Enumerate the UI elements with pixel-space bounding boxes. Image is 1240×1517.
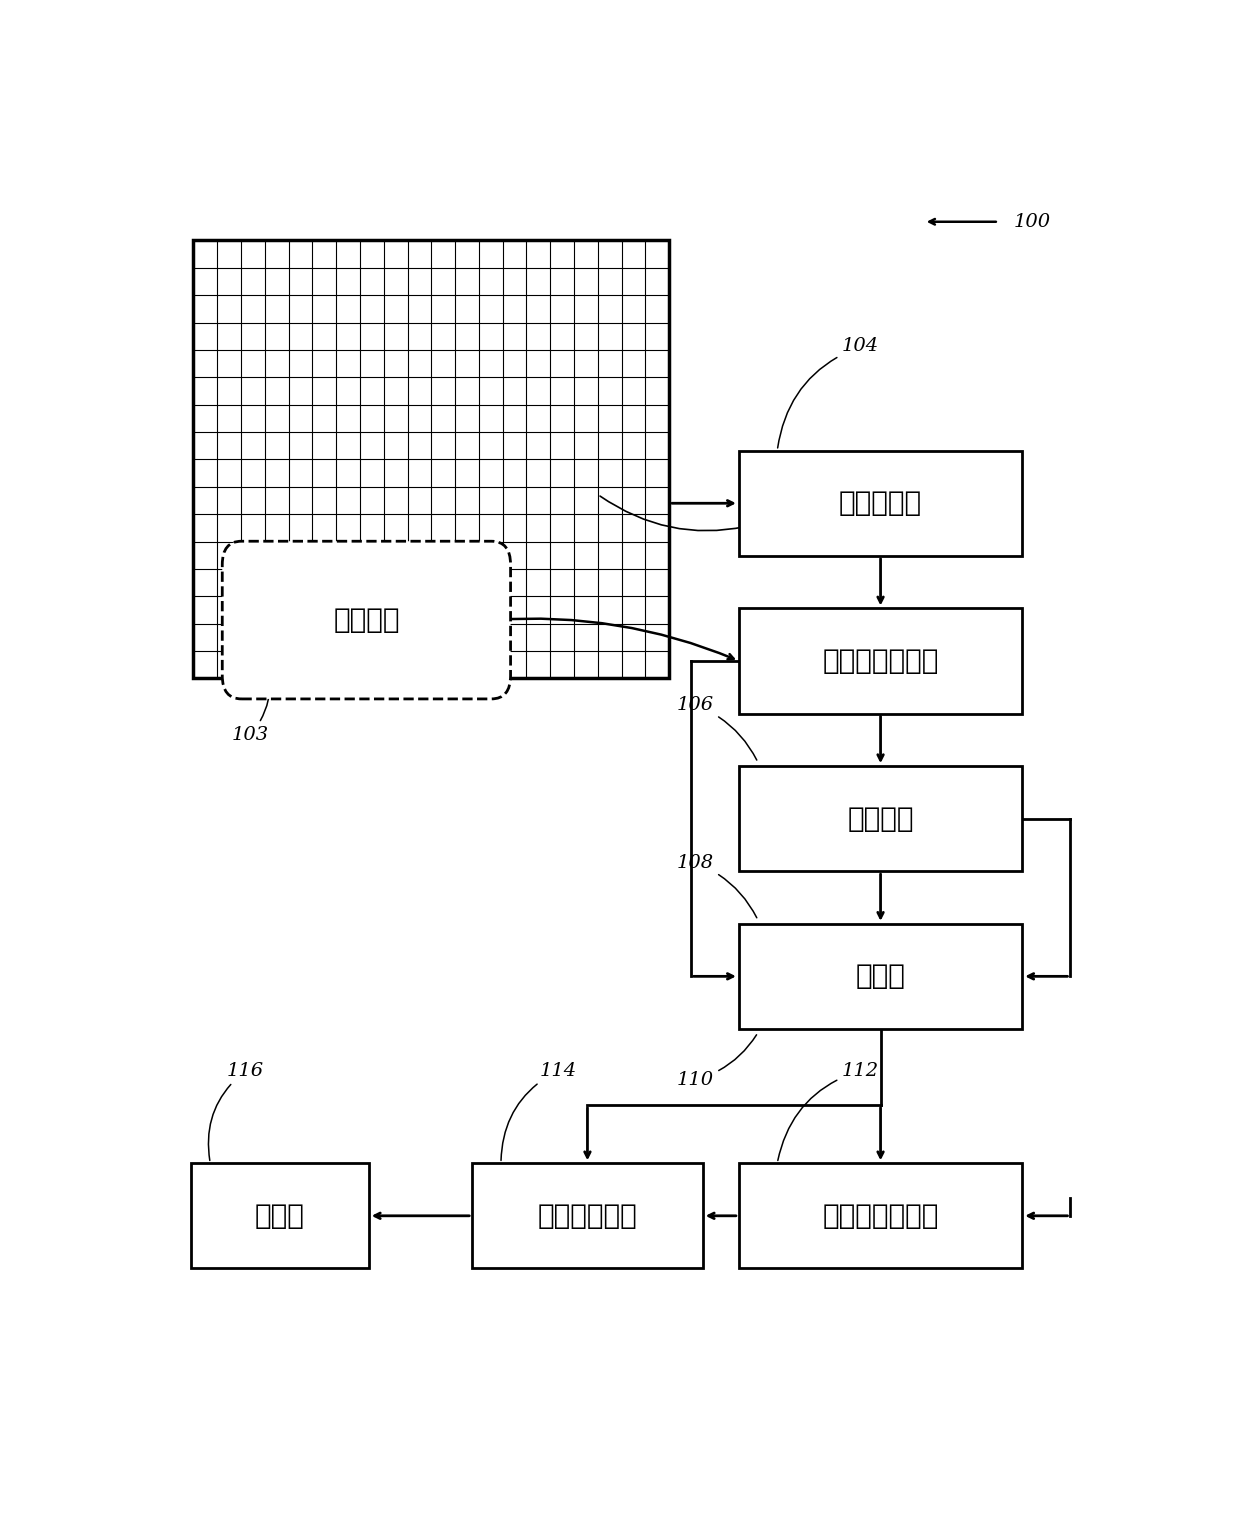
Text: 110: 110	[676, 1035, 756, 1089]
Text: 预处理模块: 预处理模块	[839, 490, 923, 517]
Bar	[739, 766, 1022, 871]
Text: 103: 103	[232, 678, 270, 743]
Text: 显示器: 显示器	[255, 1201, 305, 1230]
Text: 过滤模块: 过滤模块	[847, 804, 914, 833]
Text: 114: 114	[501, 1062, 577, 1161]
Bar	[739, 608, 1022, 713]
Bar	[472, 1164, 703, 1268]
Bar	[193, 241, 670, 678]
Text: 非均匀校正模块: 非均匀校正模块	[822, 646, 939, 675]
Text: 112: 112	[777, 1062, 879, 1161]
Text: 116: 116	[208, 1062, 264, 1161]
Text: 热像图: 热像图	[856, 962, 905, 991]
Text: 100: 100	[1013, 212, 1050, 231]
FancyBboxPatch shape	[222, 542, 511, 699]
Text: 校准数据: 校准数据	[334, 607, 399, 634]
Text: 直方图均衡模块: 直方图均衡模块	[822, 1201, 939, 1230]
Bar	[739, 924, 1022, 1029]
Text: 102: 102	[600, 496, 787, 531]
Bar	[739, 1164, 1022, 1268]
Text: 106: 106	[676, 696, 756, 760]
Bar	[191, 1164, 368, 1268]
Bar	[739, 451, 1022, 555]
Text: 显示处理模块: 显示处理模块	[538, 1201, 637, 1230]
Text: 108: 108	[676, 854, 756, 918]
Text: 104: 104	[777, 337, 879, 448]
